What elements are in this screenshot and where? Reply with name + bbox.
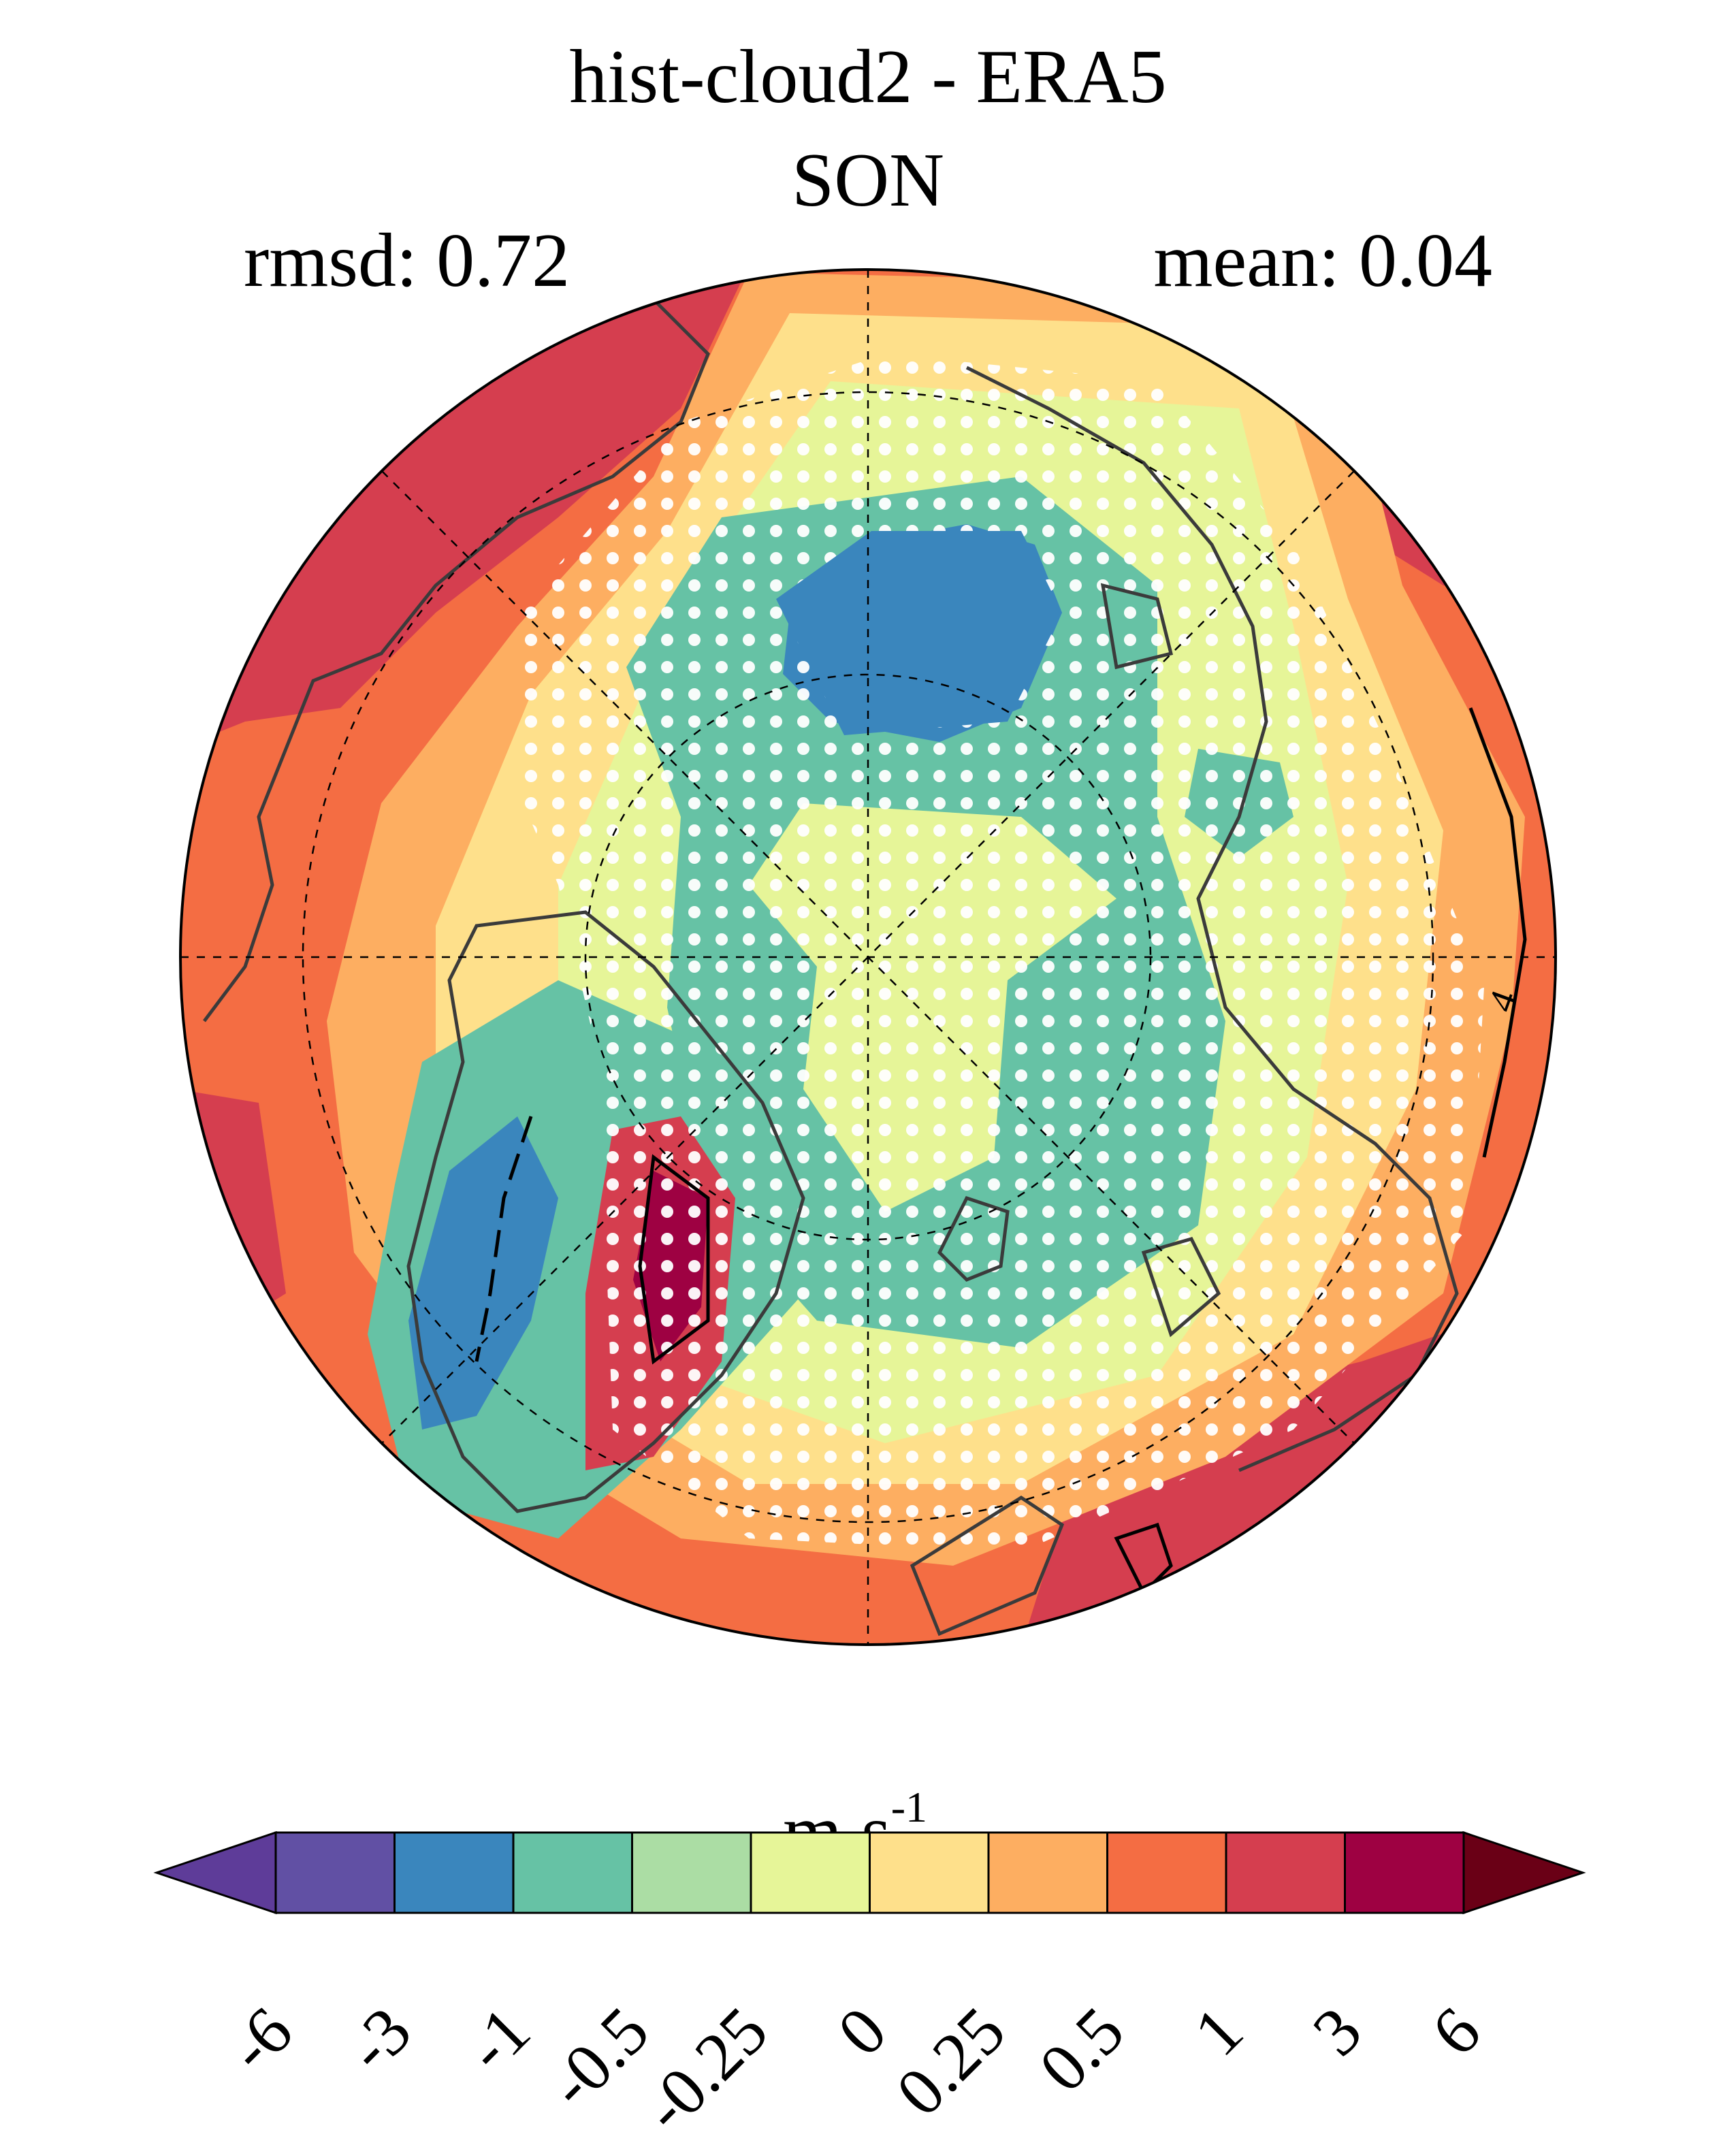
- colorbar-tick-label: 1: [1180, 1992, 1257, 2070]
- colorbar-segment: [393, 1831, 515, 1914]
- region-blue-blob-unstippled: [776, 531, 1062, 735]
- colorbar-segment: [1344, 1831, 1465, 1914]
- colorbar-tick-label: 6: [1417, 1992, 1495, 2070]
- coastlines: [203, 298, 1459, 1636]
- coastline-island-ne: [1100, 583, 1174, 670]
- contour-solid-greenland: [638, 1154, 710, 1365]
- unit-exponent: -1: [890, 1783, 928, 1831]
- map-title: hist-cloud2 - ERA5: [569, 35, 1167, 119]
- colorbar-segment: [987, 1831, 1108, 1914]
- colorbar-segment: [1106, 1831, 1227, 1914]
- colorbar-extend-high: [1462, 1830, 1586, 1915]
- rmsd-label: rmsd: 0.72: [244, 219, 570, 303]
- colorbar-segments: [153, 1830, 1586, 1915]
- stippling-significance: [517, 354, 1484, 1552]
- colorbar-tick-label: 0: [823, 1992, 901, 2070]
- colorbar-tick-label: -1: [451, 1992, 544, 2086]
- colorbar-extend-low: [153, 1830, 277, 1915]
- latitude-circle-outer: [302, 391, 1434, 1523]
- mean-label: mean: 0.04: [1153, 219, 1492, 303]
- contour-dashed-greenland: [475, 1116, 533, 1362]
- coastline-franz-josef: [1141, 1237, 1221, 1338]
- colorbar-tick-label: 0.25: [882, 1992, 1019, 2130]
- colorbar-tick-label: 0.5: [1025, 1992, 1138, 2106]
- coastline-greenland: [406, 910, 805, 1513]
- colorbar-tick-label: -0.25: [628, 1992, 782, 2130]
- map-boundary: [179, 268, 1557, 1646]
- colorbar-segment: [274, 1831, 396, 1914]
- colorbar-segment: [1225, 1831, 1346, 1914]
- coastline-eurasia: [965, 366, 1459, 1472]
- colorbar-segment: [512, 1831, 633, 1914]
- polar-map: 4: [179, 268, 1557, 1646]
- colorbar-tick-label: -3: [332, 1992, 425, 2086]
- map-subtitle-season: SON: [791, 138, 945, 223]
- coastline-svalbard: [937, 1195, 1010, 1282]
- meridian-diagonal-2: [381, 470, 1355, 1444]
- contour-solid-south: [1114, 1522, 1173, 1596]
- colorbar-segment: [631, 1831, 752, 1914]
- colorbar-tick-label: 3: [1298, 1992, 1376, 2070]
- colorbar-segment: [869, 1831, 990, 1914]
- coastline-scandinavia: [910, 1496, 1065, 1636]
- region-blue-greenland-west: [408, 1116, 558, 1430]
- colorbar-tick-labels: -6 -3 -1-0.5-0.25 00.25 0.5 1 3 6: [213, 1992, 1494, 2130]
- map-fill-layer: 4: [180, 270, 1556, 1645]
- coastline-north-america: [203, 298, 710, 1022]
- graticule: [180, 270, 1556, 1645]
- colorbar-tick-label: -6: [213, 1992, 306, 2086]
- contour-line-east: [1468, 707, 1527, 1158]
- colorbar-segment: [750, 1831, 871, 1914]
